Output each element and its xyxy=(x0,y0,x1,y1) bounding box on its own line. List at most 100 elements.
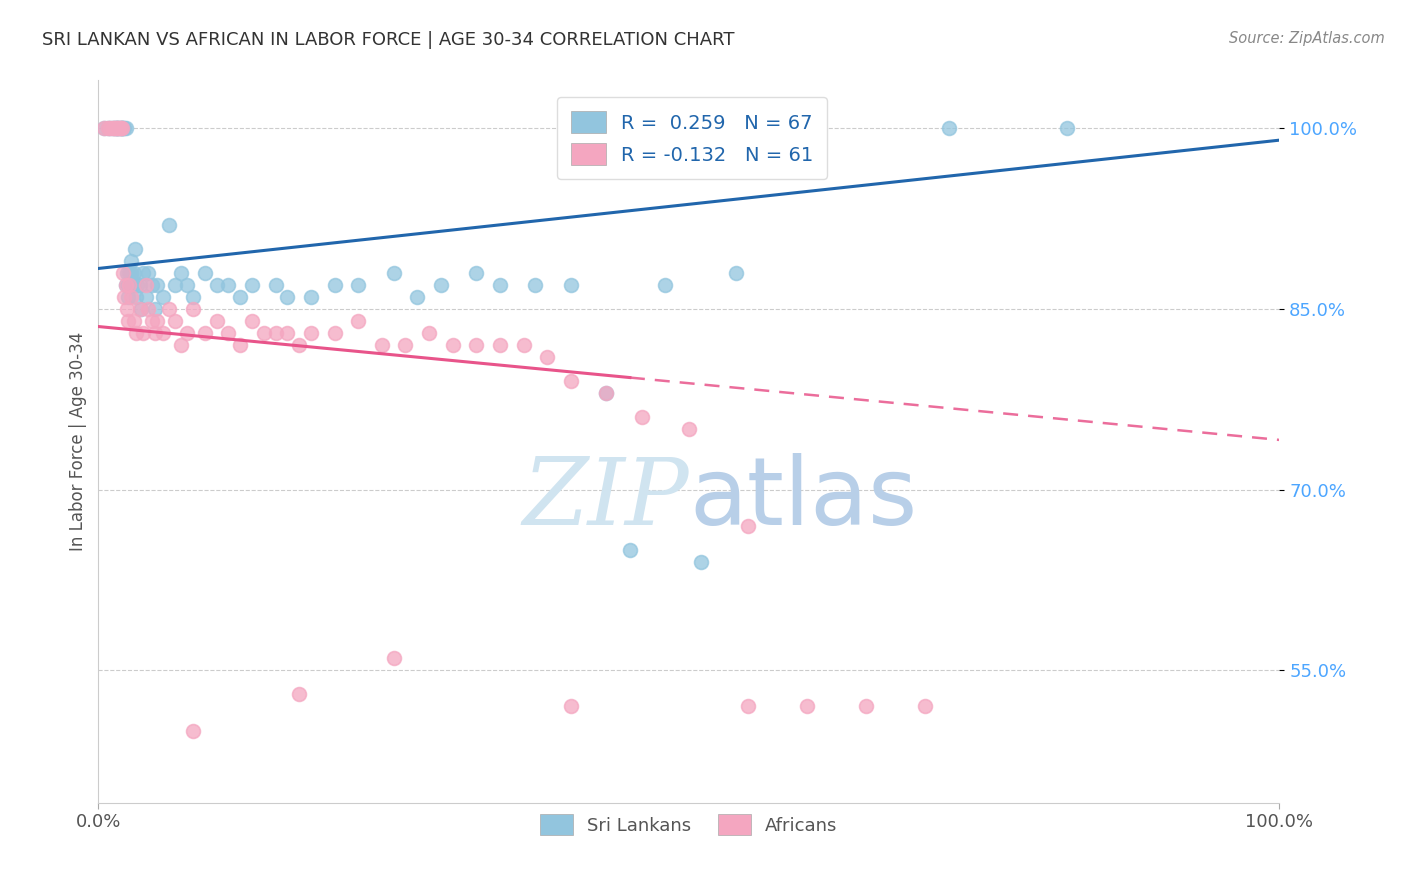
Point xyxy=(855,699,877,714)
Point xyxy=(157,301,180,317)
Point xyxy=(595,386,617,401)
Point xyxy=(93,121,115,136)
Point xyxy=(152,290,174,304)
Point xyxy=(107,121,129,136)
Point xyxy=(288,338,311,352)
Point xyxy=(129,301,152,317)
Point xyxy=(122,266,145,280)
Point xyxy=(114,121,136,136)
Point xyxy=(347,278,370,293)
Point xyxy=(465,338,488,352)
Point xyxy=(382,266,405,280)
Point xyxy=(105,121,128,136)
Point xyxy=(430,278,453,293)
Point xyxy=(135,278,157,293)
Point xyxy=(737,519,759,533)
Point xyxy=(217,278,239,293)
Point xyxy=(115,266,138,280)
Point xyxy=(170,338,193,352)
Point xyxy=(111,121,134,136)
Point xyxy=(205,278,228,293)
Point xyxy=(194,326,217,341)
Point xyxy=(108,121,131,136)
Point xyxy=(229,338,252,352)
Point xyxy=(146,278,169,293)
Point xyxy=(536,350,558,364)
Point xyxy=(125,326,148,341)
Point xyxy=(97,121,120,136)
Point xyxy=(107,121,129,136)
Point xyxy=(152,326,174,341)
Point xyxy=(121,278,143,293)
Point xyxy=(128,301,150,317)
Point xyxy=(143,301,166,317)
Point xyxy=(630,410,652,425)
Point xyxy=(97,121,120,136)
Point xyxy=(181,301,204,317)
Point xyxy=(1056,121,1078,136)
Point xyxy=(117,314,139,328)
Point xyxy=(229,290,252,304)
Point xyxy=(128,278,150,293)
Point xyxy=(118,278,141,293)
Point xyxy=(418,326,440,341)
Point xyxy=(124,242,146,256)
Point xyxy=(240,278,263,293)
Point xyxy=(98,121,121,136)
Point xyxy=(165,314,187,328)
Point xyxy=(465,266,488,280)
Point xyxy=(323,326,346,341)
Point xyxy=(135,290,157,304)
Point xyxy=(136,301,159,317)
Point xyxy=(103,121,125,136)
Point xyxy=(110,121,132,136)
Point xyxy=(194,266,217,280)
Text: atlas: atlas xyxy=(689,453,917,545)
Point xyxy=(112,266,135,280)
Point xyxy=(111,121,134,136)
Point xyxy=(114,278,136,293)
Point xyxy=(117,278,139,293)
Point xyxy=(299,290,322,304)
Point xyxy=(105,121,128,136)
Point xyxy=(176,278,198,293)
Point xyxy=(103,121,125,136)
Point xyxy=(382,651,405,665)
Point xyxy=(122,314,145,328)
Point xyxy=(299,326,322,341)
Point xyxy=(560,278,582,293)
Point xyxy=(253,326,276,341)
Point xyxy=(120,278,142,293)
Point xyxy=(394,338,416,352)
Point xyxy=(118,266,141,280)
Point xyxy=(143,326,166,341)
Point xyxy=(112,290,135,304)
Point xyxy=(347,314,370,328)
Point xyxy=(689,555,711,569)
Point xyxy=(112,121,135,136)
Text: SRI LANKAN VS AFRICAN IN LABOR FORCE | AGE 30-34 CORRELATION CHART: SRI LANKAN VS AFRICAN IN LABOR FORCE | A… xyxy=(42,31,735,49)
Point xyxy=(264,326,287,341)
Point xyxy=(288,687,311,701)
Point xyxy=(108,121,131,136)
Point xyxy=(98,121,121,136)
Point xyxy=(264,278,287,293)
Point xyxy=(105,121,128,136)
Point xyxy=(105,121,128,136)
Point xyxy=(323,278,346,293)
Point xyxy=(112,121,135,136)
Point xyxy=(737,699,759,714)
Point xyxy=(560,375,582,389)
Point xyxy=(914,699,936,714)
Point xyxy=(938,121,960,136)
Point xyxy=(93,121,115,136)
Point xyxy=(489,338,512,352)
Point xyxy=(141,314,163,328)
Point xyxy=(276,326,298,341)
Point xyxy=(678,423,700,437)
Text: ZIP: ZIP xyxy=(522,454,689,544)
Point xyxy=(146,314,169,328)
Point xyxy=(141,278,163,293)
Point xyxy=(136,266,159,280)
Point xyxy=(240,314,263,328)
